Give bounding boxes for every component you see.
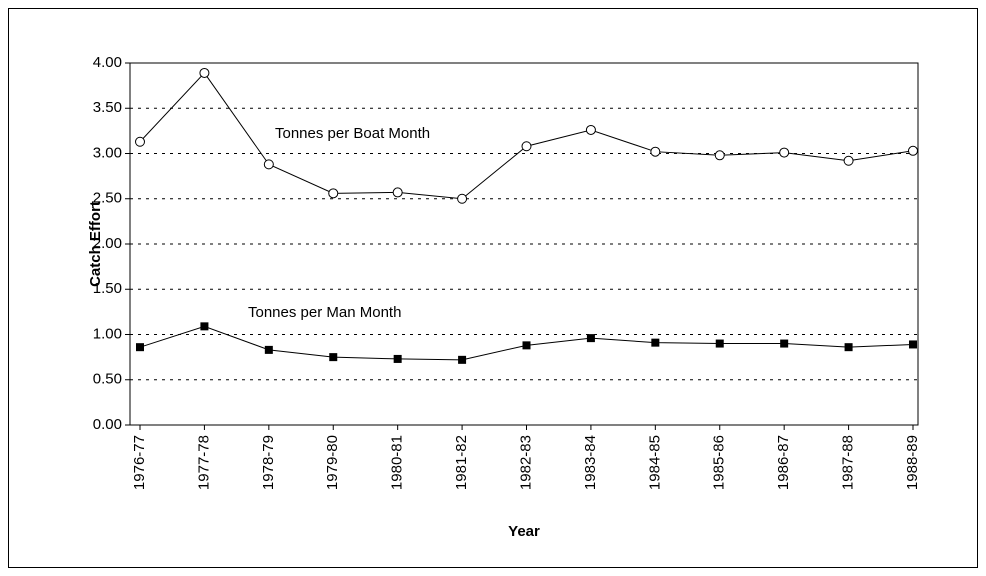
point-marker	[586, 334, 595, 343]
point-marker	[908, 145, 918, 156]
point-marker	[585, 124, 596, 135]
x-tick-label: 1983-84	[582, 435, 599, 490]
point-marker	[199, 67, 210, 78]
point-marker	[263, 159, 274, 170]
point-marker	[714, 150, 725, 161]
y-tick-label: 3.00	[93, 144, 122, 161]
y-tick-label: 0.00	[93, 416, 122, 433]
x-tick-label: 1981-82	[453, 435, 470, 490]
y-tick-label: 1.50	[93, 280, 122, 297]
x-tick-label: 1979-80	[324, 435, 341, 490]
x-tick-label: 1985-86	[711, 435, 728, 490]
series-label: Tonnes per Boat Month	[275, 125, 430, 142]
plot-border	[129, 62, 919, 426]
point-marker	[458, 355, 467, 364]
point-marker	[650, 146, 661, 157]
x-tick-label: 1982-83	[517, 435, 534, 490]
x-tick-label: 1988-89	[904, 435, 921, 490]
y-tick-label: 0.50	[93, 371, 122, 388]
y-tick-label: 2.00	[93, 235, 122, 252]
x-tick-label: 1987-88	[840, 435, 857, 490]
point-marker	[392, 187, 403, 198]
point-marker	[136, 343, 144, 352]
x-tick-label: 1986-87	[775, 435, 792, 490]
y-axis-title: Catch Effort	[87, 201, 104, 287]
point-marker	[909, 340, 917, 349]
x-tick-label: 1976-77	[131, 435, 148, 490]
point-marker	[780, 339, 789, 348]
point-marker	[393, 354, 402, 363]
y-tick-label: 4.00	[93, 54, 122, 71]
point-marker	[328, 188, 339, 199]
x-tick-label: 1980-81	[389, 435, 406, 490]
point-marker	[521, 141, 532, 152]
point-marker	[843, 155, 854, 166]
x-tick-label: 1984-85	[646, 435, 663, 490]
point-marker	[844, 343, 853, 352]
y-tick-label: 2.50	[93, 190, 122, 207]
point-marker	[779, 147, 790, 158]
x-tick-label: 1977-78	[195, 435, 212, 490]
point-marker	[457, 193, 468, 204]
y-tick-label: 1.00	[93, 325, 122, 342]
point-marker	[264, 345, 273, 354]
point-marker	[135, 136, 145, 147]
point-marker	[651, 338, 660, 347]
point-marker	[200, 322, 209, 331]
x-axis-title: Year	[508, 523, 540, 540]
x-tick-label: 1978-79	[260, 435, 277, 490]
y-tick-label: 3.50	[93, 99, 122, 116]
series-label: Tonnes per Man Month	[248, 304, 401, 321]
point-marker	[715, 339, 724, 348]
point-marker	[329, 353, 338, 362]
point-marker	[522, 341, 531, 350]
